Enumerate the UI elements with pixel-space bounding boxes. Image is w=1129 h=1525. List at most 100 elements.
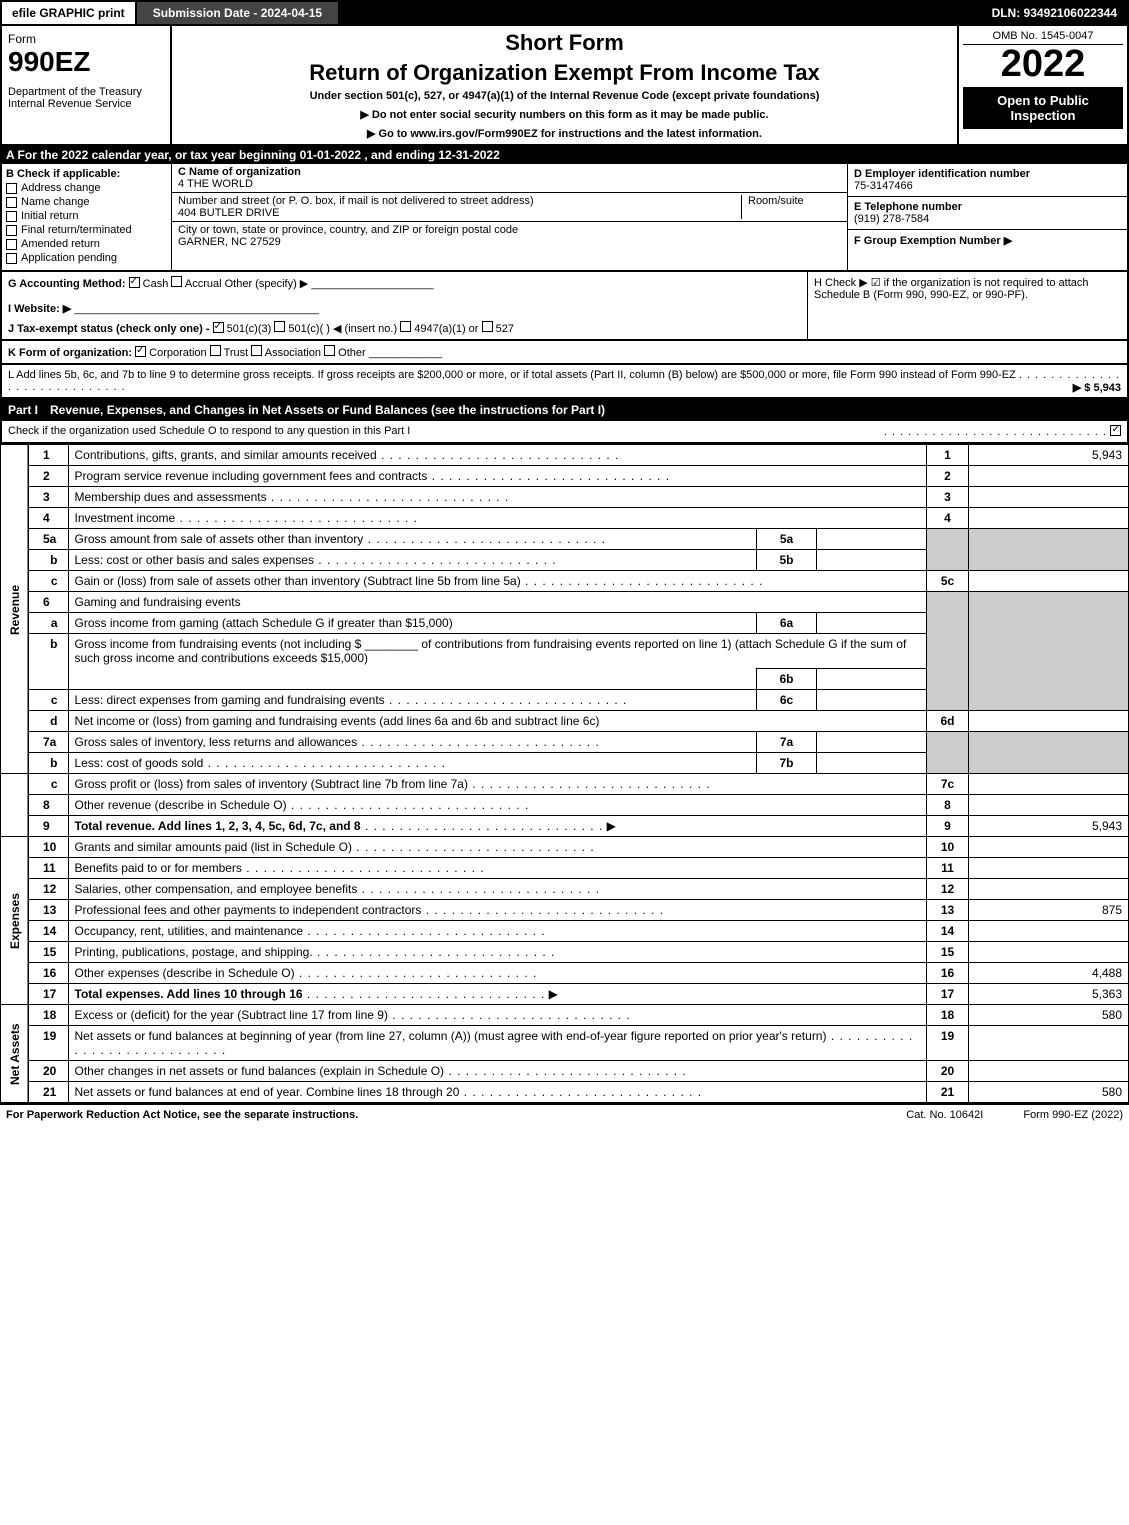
part-i-label: Part I (8, 403, 38, 417)
section-l-amount: ▶ $ 5,943 (1073, 381, 1121, 394)
line-5a-sub: 5a (757, 529, 817, 550)
section-k-label: K Form of organization: (8, 347, 132, 359)
line-6c-sub: 6c (757, 690, 817, 711)
line-6b-num: b (28, 634, 68, 690)
line-13-num: 13 (28, 900, 68, 921)
line-11-amount (969, 858, 1129, 879)
checkbox-association[interactable] (251, 345, 262, 356)
line-20-col: 20 (927, 1061, 969, 1082)
checkbox-other-org[interactable] (324, 345, 335, 356)
telephone-value: (919) 278-7584 (854, 213, 1121, 225)
room-suite-label: Room/suite (741, 195, 841, 219)
line-8-num: 8 (28, 795, 68, 816)
label-amended-return: Amended return (21, 238, 100, 250)
label-association: Association (265, 347, 321, 359)
line-3-desc: Membership dues and assessments (75, 490, 267, 504)
line-7b-sub: 7b (757, 753, 817, 774)
line-14-desc: Occupancy, rent, utilities, and maintena… (75, 924, 304, 938)
checkbox-cash[interactable] (129, 277, 140, 288)
line-12-desc: Salaries, other compensation, and employ… (75, 882, 358, 896)
return-title: Return of Organization Exempt From Incom… (176, 60, 953, 86)
line-1-col: 1 (927, 445, 969, 466)
line-18-amount: 580 (969, 1005, 1129, 1026)
line-6d-desc: Net income or (loss) from gaming and fun… (75, 714, 600, 728)
revenue-tab: Revenue (1, 445, 29, 774)
checkbox-application-pending[interactable] (6, 253, 17, 264)
goto-link[interactable]: ▶ Go to www.irs.gov/Form990EZ for instru… (176, 127, 953, 140)
label-address-change: Address change (21, 182, 101, 194)
short-form-title: Short Form (176, 30, 953, 56)
line-7b-num: b (28, 753, 68, 774)
checkbox-address-change[interactable] (6, 183, 17, 194)
section-c-label: C Name of organization (178, 166, 841, 178)
under-section-text: Under section 501(c), 527, or 4947(a)(1)… (176, 90, 953, 102)
line-5c-desc: Gain or (loss) from sale of assets other… (75, 574, 521, 588)
line-19-desc: Net assets or fund balances at beginning… (75, 1029, 827, 1043)
shade-7 (927, 732, 969, 774)
line-9-amount: 5,943 (969, 816, 1129, 837)
line-10-col: 10 (927, 837, 969, 858)
line-6b-subval (817, 669, 927, 690)
line-11-desc: Benefits paid to or for members (75, 861, 242, 875)
line-20-num: 20 (28, 1061, 68, 1082)
checkbox-trust[interactable] (210, 345, 221, 356)
label-527: 527 (496, 323, 514, 335)
part-i-header: Part I Revenue, Expenses, and Changes in… (0, 399, 1129, 421)
checkbox-501c[interactable] (274, 321, 285, 332)
line-7c-amount (969, 774, 1129, 795)
line-5a-subval (817, 529, 927, 550)
line-14-col: 14 (927, 921, 969, 942)
line-16-num: 16 (28, 963, 68, 984)
line-11-col: 11 (927, 858, 969, 879)
line-2-amount (969, 466, 1129, 487)
line-6a-subval (817, 613, 927, 634)
line-9-num: 9 (28, 816, 68, 837)
open-to-public-badge: Open to Public Inspection (963, 87, 1123, 129)
section-l-row: L Add lines 5b, 6c, and 7b to line 9 to … (0, 365, 1129, 399)
line-6d-amount (969, 711, 1129, 732)
section-b-title: B Check if applicable: (6, 168, 167, 180)
footer-catalog: Cat. No. 10642I (906, 1109, 983, 1121)
line-11-num: 11 (28, 858, 68, 879)
line-4-amount (969, 508, 1129, 529)
checkbox-accrual[interactable] (171, 276, 182, 287)
checkbox-corporation[interactable] (135, 346, 146, 357)
checkbox-final-return[interactable] (6, 225, 17, 236)
line-7c-desc: Gross profit or (loss) from sales of inv… (75, 777, 468, 791)
street-label: Number and street (or P. O. box, if mail… (178, 195, 741, 207)
expenses-tab: Expenses (1, 837, 29, 1005)
line-7c-num: c (28, 774, 68, 795)
line-7a-num: 7a (28, 732, 68, 753)
checkbox-initial-return[interactable] (6, 211, 17, 222)
checkbox-501c3[interactable] (213, 322, 224, 333)
line-8-desc: Other revenue (describe in Schedule O) (75, 798, 287, 812)
checkbox-527[interactable] (482, 321, 493, 332)
line-16-col: 16 (927, 963, 969, 984)
section-h-text: H Check ▶ ☑ if the organization is not r… (807, 272, 1127, 339)
checkbox-4947a1[interactable] (400, 321, 411, 332)
line-6b-desc1: Gross income from fundraising events (no… (75, 637, 362, 651)
line-15-num: 15 (28, 942, 68, 963)
city-label: City or town, state or province, country… (178, 224, 841, 236)
line-15-desc: Printing, publications, postage, and shi… (75, 945, 313, 959)
label-final-return: Final return/terminated (21, 224, 132, 236)
net-assets-tab: Net Assets (1, 1005, 29, 1103)
checkbox-schedule-o[interactable] (1110, 425, 1121, 436)
efile-print-label[interactable]: efile GRAPHIC print (2, 2, 135, 24)
checkbox-amended-return[interactable] (6, 239, 17, 250)
section-b-checkboxes: B Check if applicable: Address change Na… (2, 164, 172, 270)
label-name-change: Name change (21, 196, 90, 208)
line-13-amount: 875 (969, 900, 1129, 921)
page-footer: For Paperwork Reduction Act Notice, see … (0, 1103, 1129, 1125)
line-5b-sub: 5b (757, 550, 817, 571)
line-8-col: 8 (927, 795, 969, 816)
line-21-amount: 580 (969, 1082, 1129, 1103)
line-13-col: 13 (927, 900, 969, 921)
checkbox-name-change[interactable] (6, 197, 17, 208)
label-application-pending: Application pending (21, 252, 117, 264)
line-4-col: 4 (927, 508, 969, 529)
line-5a-num: 5a (28, 529, 68, 550)
line-6d-col: 6d (927, 711, 969, 732)
section-j-label: J Tax-exempt status (check only one) - (8, 323, 210, 335)
line-17-amount: 5,363 (969, 984, 1129, 1005)
